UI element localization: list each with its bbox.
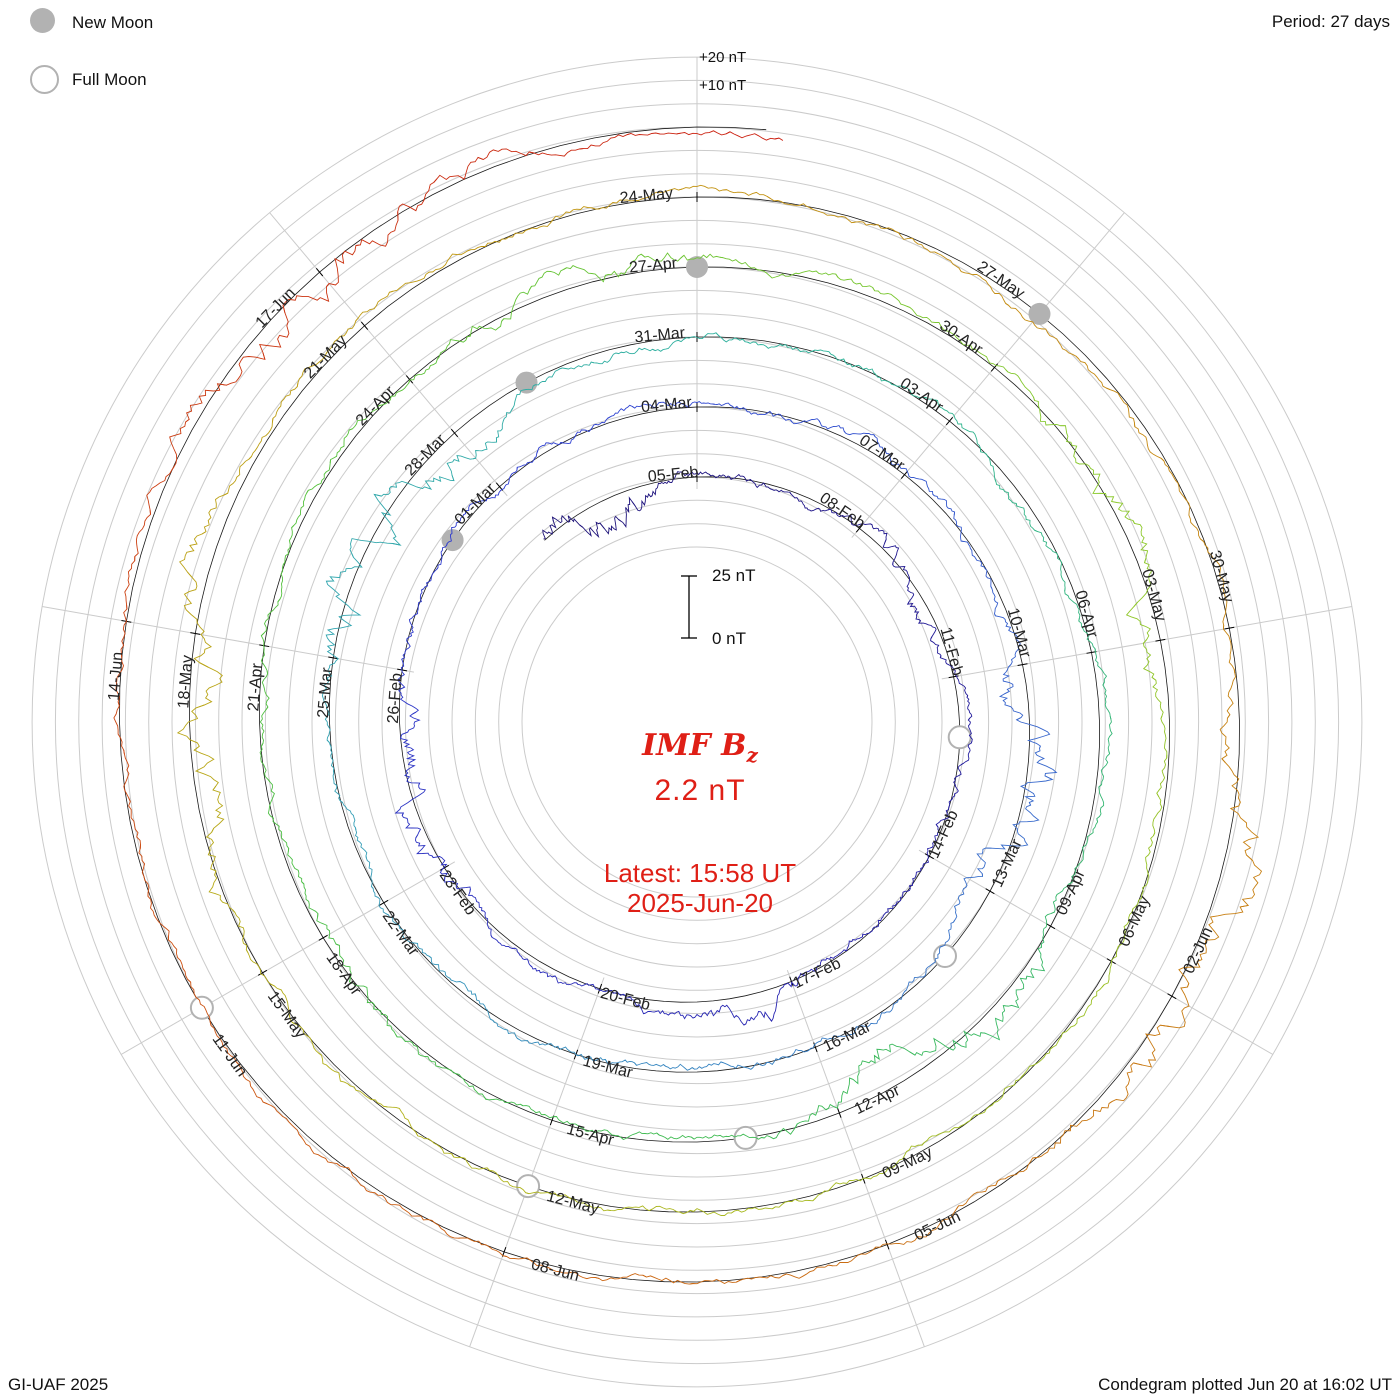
date-tick-label: 25-Mar [315,666,336,719]
baseline [119,126,1240,1283]
date-tick-label: 21-May [301,332,351,382]
date-tick-label: 28-Mar [402,431,450,480]
date-tick-label: 11-Jun [209,1031,251,1080]
scale-0nt-label: 0 nT [712,629,747,648]
imf-bz-subscript: z [746,743,758,767]
new-moon-marker [1028,302,1051,325]
plotted-label: Condegram plotted Jun 20 at 16:02 UT [1098,1375,1392,1394]
date-tick-label: 18-Apr [322,950,364,1000]
new-moon-icon [30,8,55,33]
credit-label: GI-UAF 2025 [8,1375,109,1394]
latest-time-label: Latest: 15:58 UT [603,858,797,888]
date-tick-label: 30-May [1206,549,1237,605]
full-moon-marker [189,995,214,1020]
full-moon-marker [516,1174,541,1199]
new-moon-marker [515,371,538,394]
date-tick-label: 11-Feb [936,625,966,677]
date-tick-label: 27-Apr [628,255,678,277]
date-tick-label: 26-Feb [385,672,406,724]
date-tick-label: 15-May [264,988,309,1041]
full-moon-marker [733,1125,758,1150]
date-tick-label: 08-Jun [529,1256,581,1285]
date-tick-label: 05-Feb [647,464,699,486]
latest-date-label: 2025-Jun-20 [627,888,773,918]
date-tick-label: 21-Apr [245,662,266,712]
date-tick-label: 09-May [880,1144,935,1182]
date-tick-label: 20-Feb [599,985,652,1014]
date-tick-label: 31-Mar [634,325,687,347]
date-tick-label: 01-Mar [452,480,500,529]
new-moon-marker [441,529,464,552]
scale-25nt-label: 25 nT [712,566,756,585]
legend-new-moon-label: New Moon [72,13,154,32]
date-tick-label: 02-Jun [1181,925,1217,977]
plus10-gridline-label: +10 nT [699,77,747,94]
date-tick-label: 17-Jun [253,285,299,332]
imf-bz-title: IMF Bz [0,728,1400,767]
full-moon-icon [30,65,59,94]
date-tick-label: 03-May [1138,567,1169,623]
date-tick-label: 16-Mar [821,1018,875,1055]
date-tick-label: 12-May [545,1188,601,1218]
date-tick-label: 24-May [619,185,674,207]
new-moon-marker [686,256,708,278]
full-moon-marker [933,944,957,968]
radial-spokes [42,57,1352,1348]
bz-trace [113,130,1263,1285]
date-tick-label: 12-Apr [852,1082,903,1118]
plus20-gridline-label: +20 nT [699,49,747,66]
imf-bz-value: 2.2 nT [654,774,746,807]
scale-bar [681,575,697,639]
baseline-spiral [119,126,1240,1283]
date-tick-label: 06-Apr [1072,589,1101,640]
date-tick-label: 04-Mar [640,394,693,416]
date-tick-label: 14-Jun [106,651,127,701]
date-tick-label: 24-Apr [353,383,399,430]
date-tick-label: 05-Jun [912,1208,963,1244]
date-tick-label: 27-May [974,258,1028,302]
date-tick-label: 15-Apr [565,1121,616,1150]
date-tick-label: 18-May [175,655,196,710]
date-tick-label: 14-Feb [925,808,962,861]
date-tick-label: 10-Mar [1004,606,1034,660]
date-tick-label: 19-Mar [581,1053,635,1082]
period-label: Period: 27 days [1271,12,1390,31]
date-tick-label: 17-Feb [791,955,844,992]
legend-full-moon-label: Full Moon [72,70,147,89]
imf-bz-title-text: IMF B [642,728,747,763]
